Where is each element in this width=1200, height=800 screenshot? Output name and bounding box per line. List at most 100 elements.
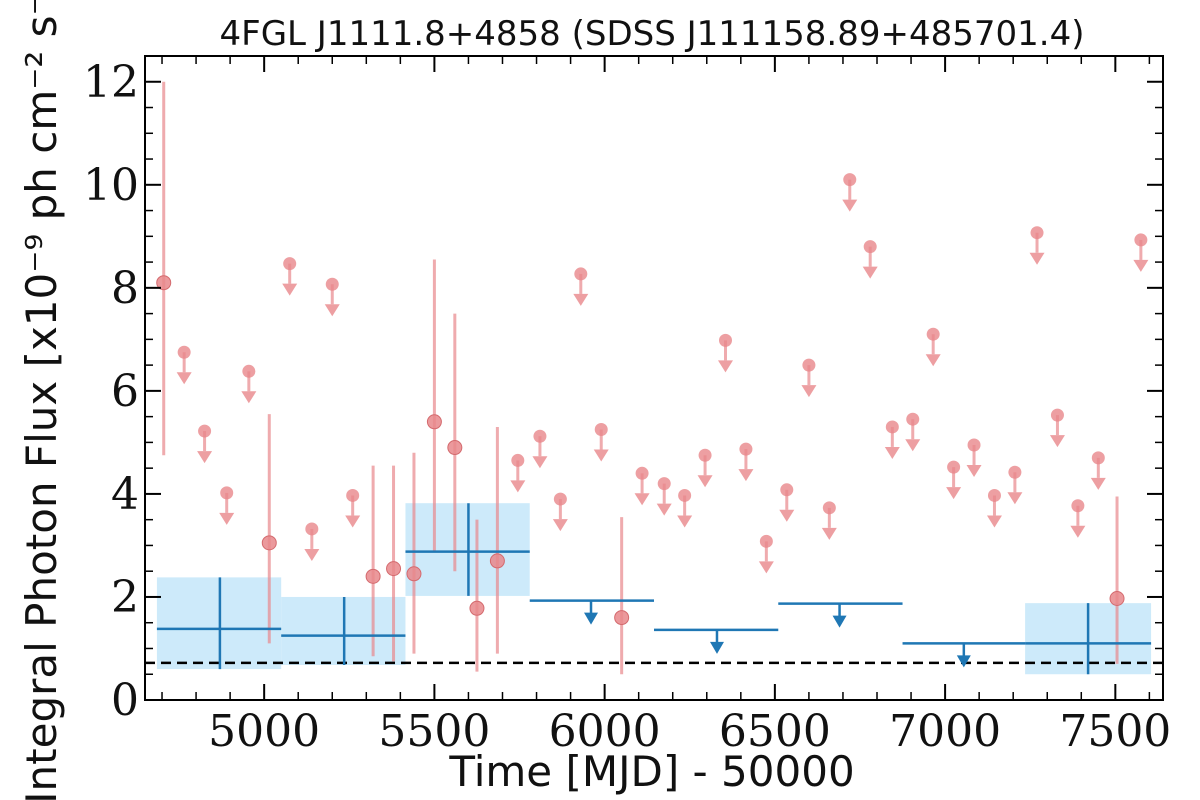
short-bin-upper-limit <box>1049 408 1065 448</box>
short-bin-upper-limit-marker <box>220 486 234 500</box>
short-bin-upper-limit-marker <box>678 488 692 502</box>
short-bin-upper-limit-arrow <box>241 391 257 404</box>
short-bin-point <box>447 440 463 456</box>
short-bin-upper-limit-marker <box>698 448 712 462</box>
short-bin-upper-limit-marker <box>242 364 256 378</box>
short-bin-upper-limit-arrow <box>905 439 921 452</box>
short-bin-detection <box>426 259 442 551</box>
short-bin-detection <box>489 426 505 654</box>
short-bin-upper-limit-arrow <box>1070 525 1086 538</box>
long-bin-detection <box>405 503 530 596</box>
short-bin-upper-limit <box>573 267 589 306</box>
long-bin-upper-limit <box>902 642 1026 668</box>
short-bin-point <box>426 414 442 430</box>
short-bin-upper-limit-marker <box>1071 499 1085 513</box>
short-bin-point <box>469 600 485 616</box>
short-bin-upper-limit-arrow <box>345 515 361 528</box>
short-bin-upper-limit <box>656 477 672 516</box>
short-bin-upper-limit-marker <box>863 240 877 254</box>
y-axis-label: Integral Photon Flux [x10⁻⁹ ph cm⁻² s⁻¹] <box>17 0 66 800</box>
long-bin-detection <box>1025 603 1152 675</box>
short-bin-detection <box>447 313 463 572</box>
short-bin-upper-limit <box>677 488 693 528</box>
short-bin-upper-limit-marker <box>533 429 547 443</box>
short-bin-upper-limit-arrow <box>758 561 774 574</box>
short-bin-upper-limit-marker <box>635 466 649 480</box>
short-bin-upper-limit-marker <box>967 438 981 452</box>
short-bin-upper-limit-marker <box>1030 226 1044 240</box>
short-bin-upper-limit <box>345 488 361 528</box>
short-bin-upper-limit <box>717 333 733 373</box>
short-bin-upper-limit-marker <box>511 453 525 467</box>
long-bin-upper-limit <box>654 628 779 654</box>
short-bin-upper-limit-arrow <box>884 446 900 459</box>
y-tick-label: 2 <box>111 572 139 623</box>
short-bin-upper-limit-arrow <box>1029 252 1045 265</box>
short-bin-point <box>614 610 630 626</box>
x-tick-label: 5500 <box>378 706 490 757</box>
long-bin-upper-limit-arrow <box>956 655 971 668</box>
short-bin-upper-limit <box>282 257 298 296</box>
short-bin-detection <box>365 465 381 657</box>
short-bin-upper-limit-marker <box>987 488 1001 502</box>
short-bin-upper-limit-marker <box>198 424 212 438</box>
short-bin-upper-limit-arrow <box>925 354 941 367</box>
short-bin-upper-limit-marker <box>553 492 567 506</box>
short-bin-upper-limit-arrow <box>738 469 754 482</box>
short-bin-upper-limit <box>801 358 817 398</box>
x-tick-label: 5000 <box>208 706 320 757</box>
short-bin-detection <box>386 465 402 662</box>
short-bin-detection <box>614 517 630 675</box>
short-bin-upper-limit-arrow <box>593 449 609 462</box>
short-bin-upper-limit-arrow <box>634 493 650 506</box>
short-bin-upper-limit-arrow <box>862 266 878 279</box>
short-bin-upper-limit-arrow <box>986 515 1002 528</box>
short-bin-upper-limit-marker <box>885 420 899 434</box>
short-bin-upper-limit <box>821 501 837 540</box>
short-bin-upper-limit-marker <box>657 477 671 491</box>
short-bin-upper-limit-arrow <box>779 509 795 522</box>
short-bin-point <box>386 561 402 577</box>
long-bin-detection <box>156 577 282 670</box>
short-bin-upper-limit-marker <box>594 423 608 437</box>
short-bin-upper-limit-marker <box>802 358 816 372</box>
short-bin-upper-limit <box>304 522 320 561</box>
short-bin-upper-limit <box>532 429 548 469</box>
short-bin-upper-limit-arrow <box>656 503 672 516</box>
short-bin-upper-limit <box>779 483 795 522</box>
long-bin-upper-limit <box>529 599 654 625</box>
short-bin-upper-limit <box>884 420 900 459</box>
x-tick-label: 7000 <box>889 706 1001 757</box>
short-bin-series <box>156 81 1149 675</box>
x-tick-label: 7500 <box>1059 706 1171 757</box>
short-bin-upper-limit <box>510 453 526 493</box>
short-bin-upper-limit-marker <box>305 522 319 536</box>
y-tick-label: 6 <box>111 366 139 417</box>
x-tick-label: 6500 <box>719 706 831 757</box>
short-bin-upper-limit-arrow <box>510 480 526 493</box>
short-bin-upper-limit <box>986 488 1002 528</box>
short-bin-upper-limit <box>925 327 941 367</box>
short-bin-upper-limit-marker <box>325 277 339 291</box>
y-tick-label: 12 <box>83 57 139 108</box>
short-bin-upper-limit-marker <box>283 257 297 271</box>
short-bin-upper-limit-marker <box>574 267 588 281</box>
short-bin-upper-limit-marker <box>1091 451 1105 465</box>
plot-frame <box>144 55 1164 701</box>
y-tick-label: 4 <box>111 469 139 520</box>
short-bin-point <box>406 566 422 582</box>
short-bin-upper-limit-marker <box>822 501 836 515</box>
short-bin-upper-limit-arrow <box>717 360 733 373</box>
y-tick-label: 0 <box>111 675 139 726</box>
short-bin-upper-limit <box>946 460 962 500</box>
short-bin-upper-limit-arrow <box>1090 477 1106 490</box>
short-bin-upper-limit <box>966 438 982 477</box>
long-bin-detection <box>281 596 406 665</box>
short-bin-upper-limit <box>241 364 257 404</box>
short-bin-upper-limit <box>1007 465 1023 505</box>
short-bin-upper-limit <box>593 423 609 462</box>
short-bin-upper-limit-arrow <box>176 372 192 385</box>
long-bin-upper-limit-arrow <box>832 615 847 628</box>
short-bin-point <box>365 568 381 584</box>
short-bin-upper-limit-arrow <box>324 304 340 317</box>
